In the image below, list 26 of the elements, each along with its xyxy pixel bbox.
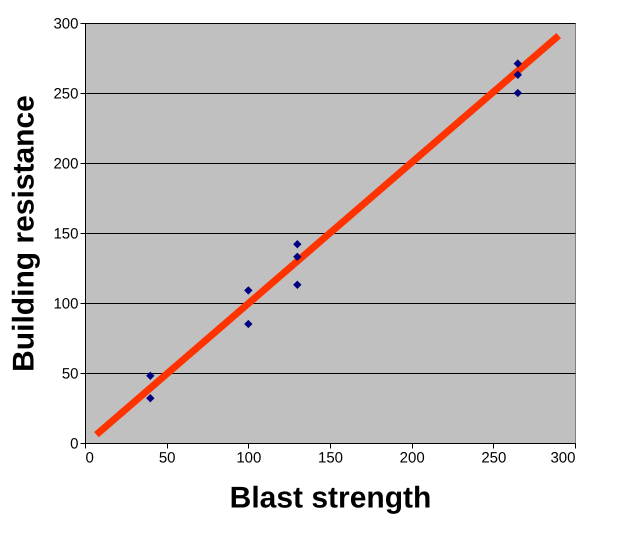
point bbox=[293, 252, 302, 261]
y-tick-label: 0 bbox=[70, 436, 78, 452]
point bbox=[514, 59, 522, 68]
x-tick-label: 0 bbox=[86, 450, 94, 466]
point bbox=[146, 372, 155, 380]
point bbox=[293, 240, 302, 248]
y-tick-label: 50 bbox=[62, 366, 78, 382]
point bbox=[244, 320, 253, 328]
point bbox=[514, 88, 522, 98]
x-tick-label: 250 bbox=[481, 450, 506, 466]
x-axis-title: Blast strength bbox=[230, 482, 432, 514]
y-tick-label: 150 bbox=[53, 226, 78, 242]
point bbox=[244, 286, 253, 295]
x-tick-label: 50 bbox=[158, 450, 176, 466]
x-tick-label: 150 bbox=[318, 450, 344, 466]
x-tick-label: 300 bbox=[550, 450, 576, 466]
point bbox=[514, 70, 522, 79]
y-tick-label: 300 bbox=[53, 16, 78, 32]
y-axis-title: Building resistance bbox=[7, 95, 40, 372]
point bbox=[146, 394, 155, 402]
y-tick-label: 100 bbox=[53, 296, 78, 312]
x-tick-label: 200 bbox=[400, 450, 425, 466]
y-tick-label: 200 bbox=[53, 156, 78, 172]
y-tick-label: 250 bbox=[53, 86, 78, 102]
point bbox=[293, 280, 302, 289]
x-tick-label: 100 bbox=[236, 450, 262, 466]
